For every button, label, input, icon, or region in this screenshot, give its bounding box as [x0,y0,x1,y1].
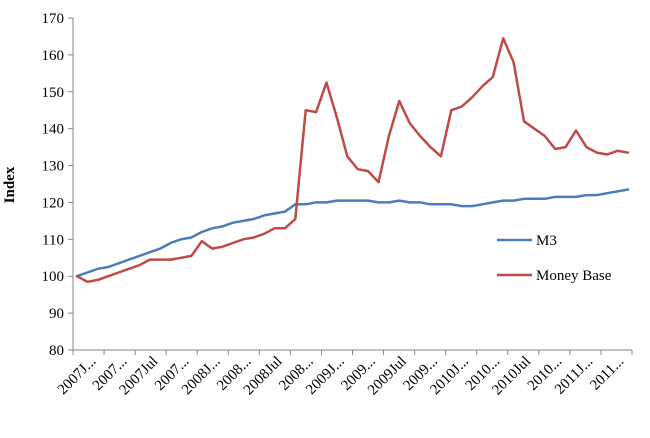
y-tick-label: 80 [49,343,64,359]
legend-label: M3 [536,233,557,249]
y-tick-label: 130 [42,159,65,175]
series-line-m3 [75,188,630,278]
x-axis: 2007J...2007...2007Jul2007...2008J...200… [55,349,633,399]
x-tick-label: 2011... [587,354,627,394]
y-tick-label: 100 [42,269,65,285]
y-tick-label: 140 [42,122,65,138]
legend: M3 Money Base [497,233,612,284]
y-tick-label: 120 [42,195,65,211]
y-tick-label: 110 [42,232,64,248]
y-tick-label: 170 [42,11,65,27]
series-line-money-base [75,37,630,284]
y-tick-label: 90 [49,306,64,322]
y-tick-label: 150 [42,85,65,101]
y-axis: 80 90 100 110 120 130 140 150 160 170 [42,11,74,359]
series-lines [75,37,630,284]
y-tick-label: 160 [42,48,65,64]
y-axis-title: Index [2,166,18,203]
legend-label: Money Base [536,268,612,284]
x-tick-label: 2007J... [55,354,100,399]
